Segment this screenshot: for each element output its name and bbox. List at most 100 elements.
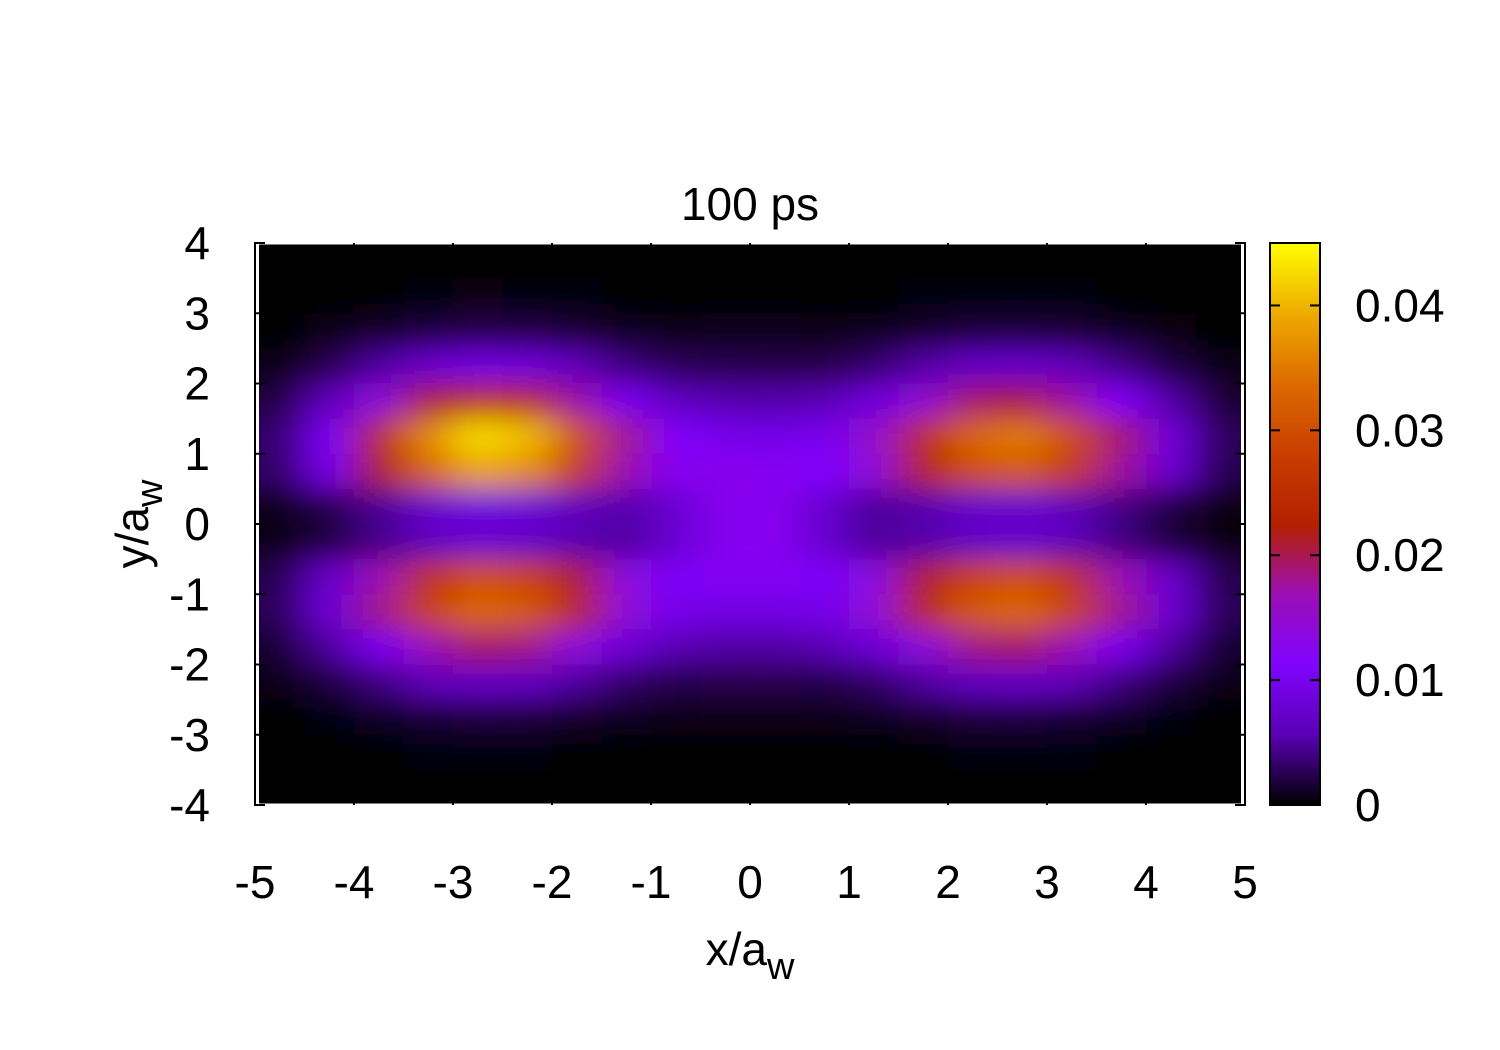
heatmap-cell <box>1047 453 1098 490</box>
heatmap-cell <box>1146 629 1197 666</box>
heatmap-cell <box>502 278 553 315</box>
heatmap-cell <box>849 348 900 385</box>
heatmap-cell <box>997 594 1048 631</box>
heatmap-cell <box>651 664 702 701</box>
heatmap-cell <box>700 488 751 525</box>
heatmap-cell <box>1096 559 1147 596</box>
heatmap-cell <box>1096 348 1147 385</box>
heatmap-cell <box>354 524 405 561</box>
heatmap-cell <box>1047 734 1098 771</box>
heatmap-cell <box>750 769 801 805</box>
heatmap-cell <box>651 488 702 525</box>
heatmap-cell <box>700 453 751 490</box>
heatmap-cell <box>750 734 801 771</box>
heatmap-cell <box>997 278 1048 315</box>
heatmap-cell <box>502 488 553 525</box>
heatmap-cell <box>601 278 652 315</box>
heatmap-cell <box>849 734 900 771</box>
y-axis-label-subscript: w <box>129 479 171 508</box>
x-tick-label: 1 <box>836 856 862 908</box>
heatmap-cell <box>1195 488 1241 525</box>
heatmap-cell <box>259 278 305 315</box>
heatmap-cell <box>849 629 900 666</box>
heatmap-cell <box>552 453 603 490</box>
heatmap-cell <box>898 769 949 805</box>
heatmap-cell <box>1047 418 1098 455</box>
heatmap-cell <box>700 664 751 701</box>
heatmap-cell <box>651 699 702 736</box>
heatmap-cell <box>948 453 999 490</box>
heatmap-cell <box>453 348 504 385</box>
heatmap-cell <box>651 278 702 315</box>
heatmap-cell <box>799 664 850 701</box>
heatmap-cell <box>453 313 504 350</box>
heatmap-cell <box>354 629 405 666</box>
heatmap-cell <box>1146 453 1197 490</box>
heatmap-cell <box>453 699 504 736</box>
heatmap-cell <box>354 699 405 736</box>
heatmap-cell <box>1096 488 1147 525</box>
heatmap-cell <box>354 313 405 350</box>
colorbar-tick-label: 0.03 <box>1355 404 1445 456</box>
heatmap-cell <box>1096 664 1147 701</box>
heatmap-cell <box>552 559 603 596</box>
heatmap-cell <box>1096 699 1147 736</box>
heatmap-cell <box>1146 594 1197 631</box>
x-tick-label: 3 <box>1034 856 1060 908</box>
heatmap-cell <box>898 664 949 701</box>
heatmap-cell <box>403 418 454 455</box>
heatmap-cell <box>700 348 751 385</box>
heatmap-cell <box>304 453 355 490</box>
heatmap-cell <box>1195 453 1241 490</box>
heatmap-cell <box>997 453 1048 490</box>
heatmap-cell <box>898 524 949 561</box>
heatmap-cell <box>997 488 1048 525</box>
heatmap-cell <box>1047 488 1098 525</box>
y-tick-label: -1 <box>169 568 210 620</box>
heatmap-cell <box>997 629 1048 666</box>
y-tick-label: 2 <box>184 358 210 410</box>
heatmap-cell <box>552 734 603 771</box>
heatmap-cell <box>453 769 504 805</box>
heatmap-cell <box>259 313 305 350</box>
heatmap-cell <box>552 418 603 455</box>
heatmap-cell <box>1146 383 1197 420</box>
heatmap-cell <box>1195 629 1241 666</box>
heatmap-cell <box>502 734 553 771</box>
heatmap-cell <box>259 594 305 631</box>
heatmap-cell <box>1047 559 1098 596</box>
heatmap-cell <box>259 664 305 701</box>
chart-title: 100 ps <box>681 178 819 230</box>
heatmap-cell <box>259 383 305 420</box>
colorbar-tick-label: 0.04 <box>1355 279 1445 331</box>
heatmap-cell <box>1146 699 1197 736</box>
heatmap-cell <box>259 488 305 525</box>
heatmap-cell <box>502 699 553 736</box>
heatmap-cell <box>1195 699 1241 736</box>
heatmap-cell <box>552 383 603 420</box>
heatmap-cell <box>799 313 850 350</box>
heatmap-cell <box>1096 453 1147 490</box>
heatmap-cell <box>799 699 850 736</box>
heatmap-cell <box>849 664 900 701</box>
heatmap-cell <box>799 453 850 490</box>
heatmap-cell <box>403 348 454 385</box>
heatmap-cell <box>304 418 355 455</box>
heatmap-cell <box>849 453 900 490</box>
x-tick-label: 0 <box>737 856 763 908</box>
heatmap-cell <box>403 769 454 805</box>
x-tick-label: 4 <box>1133 856 1159 908</box>
heatmap-cell <box>601 348 652 385</box>
heatmap-cell <box>304 243 355 279</box>
heatmap-cell <box>502 383 553 420</box>
heatmap-cell <box>502 418 553 455</box>
heatmap-cell <box>799 594 850 631</box>
heatmap-cell <box>750 278 801 315</box>
heatmap-cell <box>651 524 702 561</box>
heatmap-cell <box>304 278 355 315</box>
heatmap-cell <box>552 278 603 315</box>
heatmap-cell <box>700 278 751 315</box>
heatmap-cell <box>898 734 949 771</box>
heatmap-cell <box>1096 243 1147 279</box>
heatmap-cell <box>1195 418 1241 455</box>
